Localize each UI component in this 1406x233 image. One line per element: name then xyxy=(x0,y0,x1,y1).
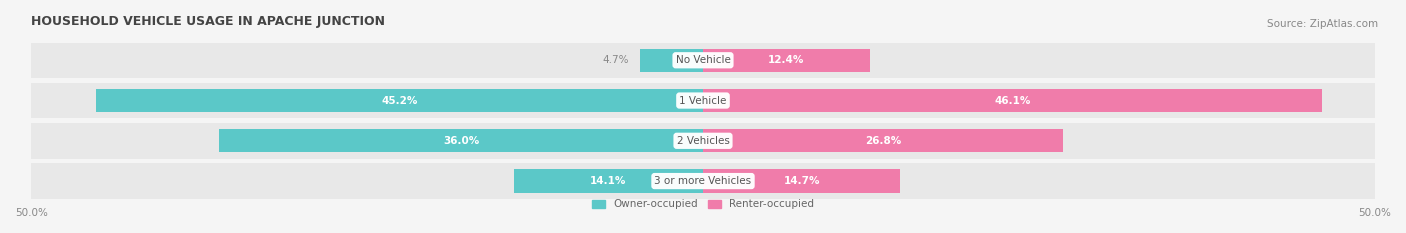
Bar xyxy=(31,163,1375,199)
Text: 14.1%: 14.1% xyxy=(591,176,627,186)
Text: 14.7%: 14.7% xyxy=(783,176,820,186)
Text: 1 Vehicle: 1 Vehicle xyxy=(679,96,727,106)
Bar xyxy=(31,43,1375,78)
Text: 45.2%: 45.2% xyxy=(381,96,418,106)
Bar xyxy=(219,129,703,152)
Text: 26.8%: 26.8% xyxy=(865,136,901,146)
Bar xyxy=(703,49,869,72)
Bar xyxy=(703,89,1322,112)
Legend: Owner-occupied, Renter-occupied: Owner-occupied, Renter-occupied xyxy=(588,195,818,213)
Text: Source: ZipAtlas.com: Source: ZipAtlas.com xyxy=(1267,19,1378,29)
Text: HOUSEHOLD VEHICLE USAGE IN APACHE JUNCTION: HOUSEHOLD VEHICLE USAGE IN APACHE JUNCTI… xyxy=(31,15,385,28)
Bar xyxy=(703,129,1063,152)
Text: 12.4%: 12.4% xyxy=(768,55,804,65)
Text: No Vehicle: No Vehicle xyxy=(675,55,731,65)
Text: 4.7%: 4.7% xyxy=(603,55,628,65)
Text: 36.0%: 36.0% xyxy=(443,136,479,146)
Bar xyxy=(31,123,1375,158)
Bar xyxy=(31,83,1375,118)
Text: 3 or more Vehicles: 3 or more Vehicles xyxy=(654,176,752,186)
Bar xyxy=(96,89,703,112)
Text: 46.1%: 46.1% xyxy=(994,96,1031,106)
Text: 2 Vehicles: 2 Vehicles xyxy=(676,136,730,146)
Bar xyxy=(703,169,900,193)
Bar xyxy=(513,169,703,193)
Bar xyxy=(640,49,703,72)
